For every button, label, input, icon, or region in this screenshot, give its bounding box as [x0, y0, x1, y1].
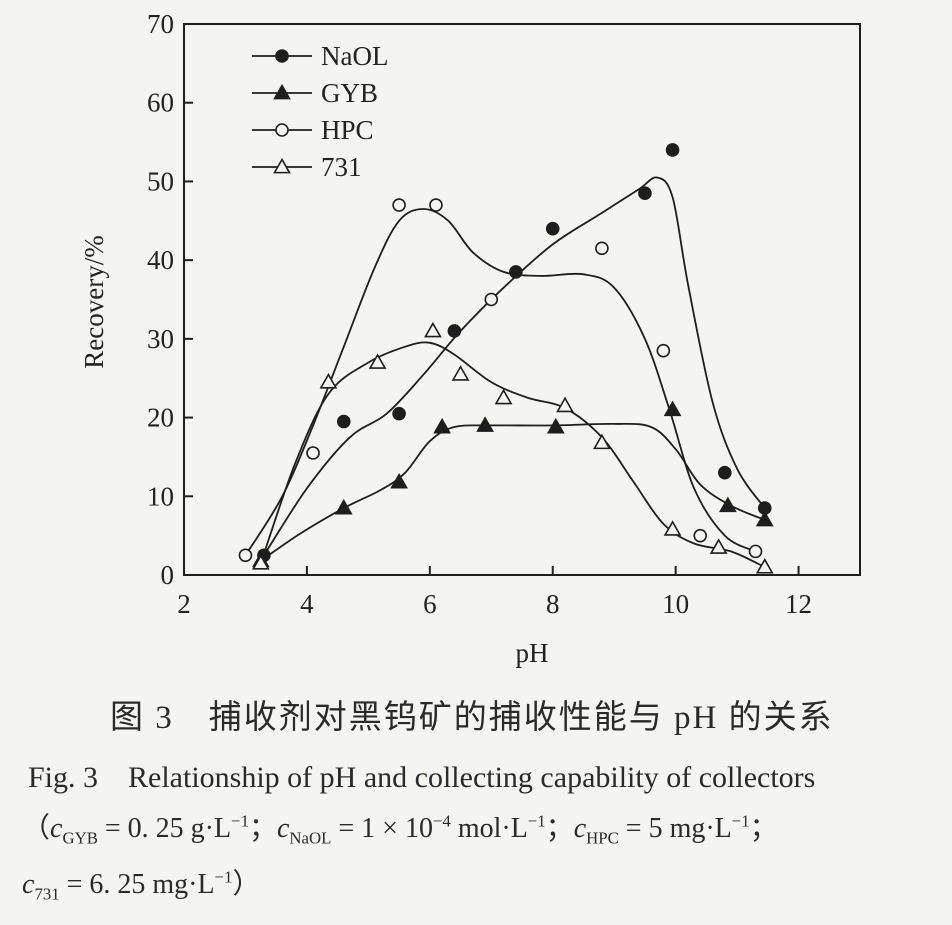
data-point-gyb: [663, 400, 682, 417]
x-tick-label: 8: [546, 589, 560, 619]
y-tick-label: 50: [147, 166, 174, 196]
x-tick-label: 10: [662, 589, 689, 619]
y-tick-label: 30: [147, 324, 174, 354]
x-tick-label: 6: [423, 589, 437, 619]
data-point-gyb: [546, 417, 565, 434]
c-symbol: c: [276, 813, 290, 844]
separator: ；: [248, 813, 277, 844]
plot-frame: [183, 23, 861, 576]
data-point-gyb: [334, 498, 353, 515]
data-point-naol: [665, 143, 680, 157]
chart-curves: [244, 176, 766, 568]
legend-label-gyb: GYB: [321, 78, 378, 108]
y-tick-label: 40: [147, 245, 174, 275]
data-point-naol: [638, 186, 652, 201]
series-line-731: [259, 341, 766, 568]
figure-conditions-line2: c731 = 6. 25 mg·L−1）: [22, 862, 260, 905]
legend-label-naol: NaOL: [321, 41, 388, 71]
series-line-gyb: [260, 422, 766, 562]
chart-legend: NaOL GYB HPC 731: [252, 41, 388, 182]
data-point-731: [424, 321, 442, 338]
y-tick-label: 70: [147, 9, 174, 39]
series-line-naol: [263, 176, 766, 556]
data-point-731: [755, 558, 774, 574]
data-point-731: [709, 538, 728, 554]
legend-label-731: 731: [321, 152, 362, 182]
legend-marker-hpc: [275, 123, 289, 137]
separator: ；: [749, 813, 778, 844]
c-symbol: c: [573, 813, 587, 844]
x-tick-label: 2: [177, 589, 191, 619]
legend-label-hpc: HPC: [321, 115, 374, 145]
data-point-731: [251, 554, 270, 570]
data-point-hpc: [484, 292, 499, 307]
data-point-gyb: [755, 510, 774, 527]
y-axis-label: Recovery/%: [79, 235, 109, 368]
gyb-value: = 0. 25 g·L: [97, 813, 232, 844]
chart-axes: 2 4 6 8 10 12 0 10 20 30 40 50 60 70: [147, 9, 861, 619]
close-paren: ）: [232, 869, 261, 900]
c-symbol: c: [50, 813, 63, 844]
x-tick-label: 12: [785, 589, 812, 619]
hpc-subscript: HPC: [586, 828, 619, 848]
data-point-731: [593, 433, 611, 450]
data-point-gyb: [718, 496, 737, 513]
hpc-exponent: −1: [731, 811, 750, 831]
figure-conditions-line1: （cGYB = 0. 25 g·L−1；cNaOL = 1 × 10−4 mol…: [22, 806, 778, 849]
separator: ；: [545, 813, 574, 844]
731-subscript: 731: [34, 884, 60, 904]
data-point-731: [556, 396, 574, 413]
y-tick-label: 20: [147, 403, 174, 433]
chart-markers: [238, 143, 774, 574]
data-point-731: [451, 365, 470, 381]
data-point-gyb: [390, 473, 408, 489]
data-point-hpc: [656, 343, 671, 358]
data-point-hpc: [595, 241, 609, 256]
data-point-naol: [392, 406, 406, 421]
legend-marker-gyb: [273, 83, 291, 100]
naol-power: −4: [432, 811, 451, 831]
y-tick-label: 10: [147, 481, 174, 511]
data-point-naol: [447, 324, 462, 338]
731-value: = 6. 25 mg·L: [59, 869, 215, 900]
data-point-hpc: [748, 544, 763, 559]
legend-marker-naol: [275, 49, 289, 63]
naol-exponent: −1: [527, 811, 546, 831]
x-tick-label: 4: [300, 589, 314, 619]
open-paren: （: [22, 813, 51, 844]
731-exponent: −1: [214, 867, 233, 887]
data-point-hpc: [306, 446, 320, 460]
x-axis-label: pH: [516, 638, 549, 668]
data-point-gyb: [433, 417, 451, 434]
data-point-naol: [717, 465, 732, 480]
y-tick-label: 0: [161, 560, 175, 590]
gyb-subscript: GYB: [62, 828, 98, 848]
legend-marker-731: [273, 157, 291, 174]
data-point-hpc: [392, 198, 406, 212]
naol-value: = 1 × 10: [331, 813, 433, 844]
data-point-731: [494, 388, 513, 405]
figure-caption-chinese: 图 3 捕收剂对黑钨矿的捕收性能与 pH 的关系: [110, 700, 834, 736]
gyb-exponent: −1: [231, 811, 249, 831]
c-symbol: c: [22, 869, 35, 900]
data-point-731: [368, 353, 387, 369]
data-point-hpc: [238, 548, 253, 563]
data-point-hpc: [693, 528, 708, 543]
naol-subscript: NaOL: [289, 828, 332, 848]
data-point-731: [663, 520, 682, 536]
data-point-731: [319, 373, 338, 389]
data-point-hpc: [429, 198, 443, 212]
figure-caption-english: Fig. 3 Relationship of pH and collecting…: [28, 761, 816, 794]
data-point-gyb: [476, 416, 495, 432]
data-point-naol: [545, 221, 560, 236]
naol-unit: mol·L: [450, 813, 528, 844]
hpc-value: = 5 mg·L: [618, 813, 732, 844]
data-point-naol: [509, 265, 523, 279]
data-point-naol: [336, 414, 351, 429]
series-line-hpc: [244, 208, 756, 556]
y-tick-label: 60: [147, 88, 174, 118]
